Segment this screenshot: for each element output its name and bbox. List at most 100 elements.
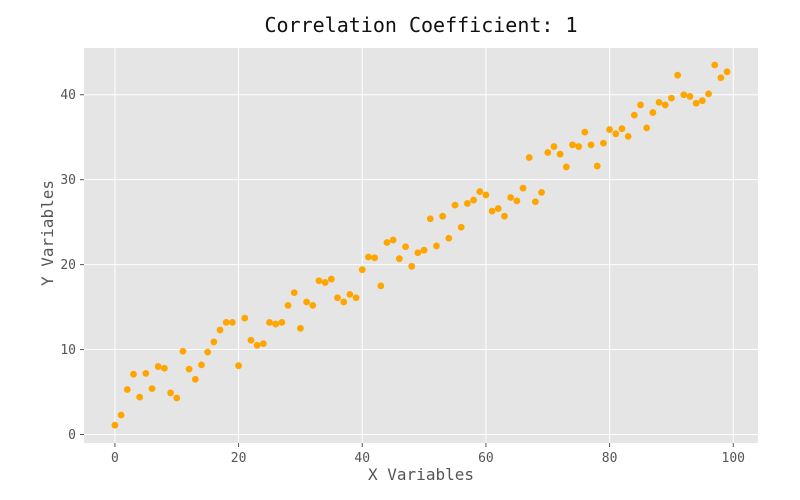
x-tick-label: 20 (231, 451, 247, 466)
scatter-point (668, 94, 675, 102)
scatter-point (433, 242, 440, 250)
scatter-point (494, 205, 502, 212)
scatter-point (692, 99, 700, 107)
scatter-point (420, 246, 428, 254)
axis-ticks: 0 20 40 60 80 100 0 10 20 30 40 (60, 88, 745, 466)
scatter-point (593, 162, 601, 170)
scatter-point (482, 191, 490, 199)
scatter-point (488, 207, 496, 215)
scatter-point (507, 194, 515, 201)
scatter-point (154, 363, 162, 370)
scatter-point (556, 150, 564, 158)
scatter-point (290, 289, 298, 297)
scatter-point (210, 338, 218, 346)
scatter-point (408, 262, 416, 270)
scatter-point (365, 253, 372, 261)
scatter-point (476, 188, 484, 195)
scatter-point (612, 130, 620, 138)
scatter-point (723, 68, 731, 76)
scatter-point (470, 196, 477, 204)
scatter-point (426, 215, 434, 223)
scatter-point (600, 139, 607, 147)
scatter-point (395, 255, 403, 263)
scatter-point (111, 421, 119, 429)
scatter-point (371, 254, 379, 262)
scatter-point (630, 111, 638, 119)
chart-title: Correlation Coefficient: 1 (264, 13, 577, 37)
scatter-point (117, 411, 125, 419)
scatter-point (303, 298, 311, 306)
scatter-point (445, 234, 453, 242)
scatter-point (705, 90, 712, 98)
plot-area (84, 48, 758, 443)
scatter-point (637, 101, 644, 109)
scatter-point (624, 132, 632, 140)
scatter-point (191, 375, 199, 383)
scatter-point (229, 318, 236, 326)
scatter-point (173, 394, 181, 402)
y-axis-label: Y Variables (38, 180, 57, 286)
scatter-point (698, 97, 706, 105)
scatter-point (222, 318, 230, 326)
scatter-point (674, 71, 682, 79)
scatter-point (315, 277, 323, 285)
scatter-point (655, 98, 663, 106)
scatter-point (587, 141, 595, 149)
scatter-point (686, 93, 694, 100)
scatter-point (457, 223, 465, 231)
scatter-point (513, 197, 521, 205)
scatter-point (352, 294, 360, 302)
scatter-point (235, 362, 242, 370)
scatter-points (111, 61, 731, 429)
x-tick-label: 0 (111, 451, 119, 466)
scatter-point (346, 290, 354, 298)
scatter-point (711, 61, 719, 69)
scatter-point (414, 249, 422, 257)
scatter-point (618, 125, 626, 133)
scatter-point (439, 212, 447, 220)
scatter-point (377, 282, 385, 290)
scatter-point (334, 294, 341, 302)
scatter-point (160, 364, 168, 372)
scatter-point (606, 126, 613, 133)
scatter-point (402, 243, 409, 251)
grid-lines (84, 48, 758, 443)
scatter-point (340, 298, 348, 306)
y-tick-label: 20 (60, 258, 76, 273)
scatter-point (297, 324, 304, 332)
scatter-point (136, 393, 144, 401)
scatter-point (575, 143, 583, 150)
y-tick-label: 40 (60, 88, 76, 103)
scatter-point (550, 143, 558, 150)
scatter-point (581, 128, 589, 136)
x-tick-label: 40 (354, 451, 370, 466)
scatter-point (451, 201, 459, 209)
scatter-point (519, 184, 527, 192)
scatter-point (643, 124, 651, 132)
scatter-point (123, 386, 131, 393)
scatter-point (204, 348, 212, 356)
scatter-point (649, 109, 657, 116)
scatter-point (562, 163, 570, 171)
scatter-point (284, 301, 292, 309)
y-tick-label: 0 (68, 428, 76, 443)
scatter-point (241, 314, 249, 322)
scatter-point (216, 326, 224, 334)
x-tick-label: 80 (602, 451, 618, 466)
scatter-point (179, 347, 187, 355)
scatter-point (253, 341, 261, 349)
scatter-point (358, 266, 366, 274)
x-axis-label: X Variables (368, 465, 474, 484)
scatter-point (266, 318, 273, 326)
scatter-point (247, 336, 255, 344)
scatter-point (259, 340, 267, 348)
y-tick-label: 10 (60, 343, 76, 358)
scatter-point (185, 365, 193, 373)
scatter-point (525, 154, 533, 161)
scatter-point (272, 320, 280, 328)
scatter-point (327, 275, 335, 283)
x-tick-label: 100 (722, 451, 745, 466)
scatter-point (544, 149, 552, 156)
